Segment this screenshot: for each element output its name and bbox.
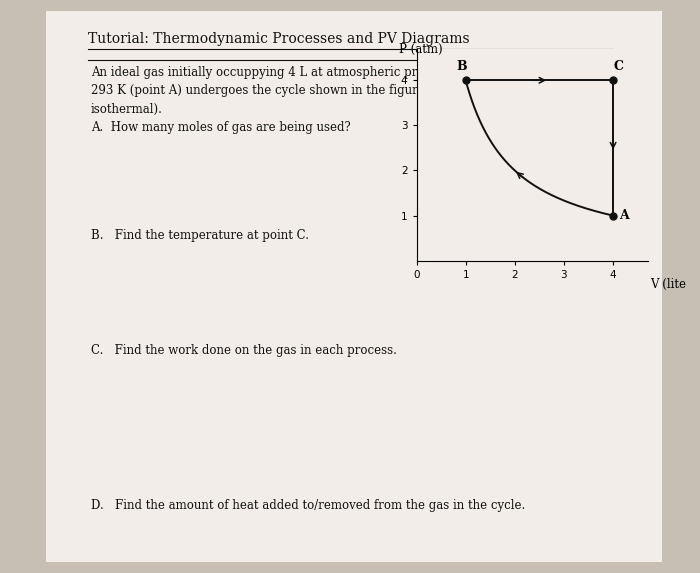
Text: An ideal gas initially occuppying 4 L at atmospheric pressure and
293 K (point A: An ideal gas initially occuppying 4 L at… [91,66,482,135]
Text: B.   Find the temperature at point C.: B. Find the temperature at point C. [91,229,309,242]
Text: A: A [619,209,629,222]
Text: D.   Find the amount of heat added to/removed from the gas in the cycle.: D. Find the amount of heat added to/remo… [91,499,525,512]
Text: C.   Find the work done on the gas in each process.: C. Find the work done on the gas in each… [91,344,397,357]
Text: B: B [456,60,467,73]
Text: P (atm): P (atm) [399,42,443,56]
Text: C: C [614,60,624,73]
Text: Tutorial: Thermodynamic Processes and PV Diagrams: Tutorial: Thermodynamic Processes and PV… [88,32,469,45]
FancyBboxPatch shape [46,11,661,562]
Text: V (lite: V (lite [650,278,686,291]
